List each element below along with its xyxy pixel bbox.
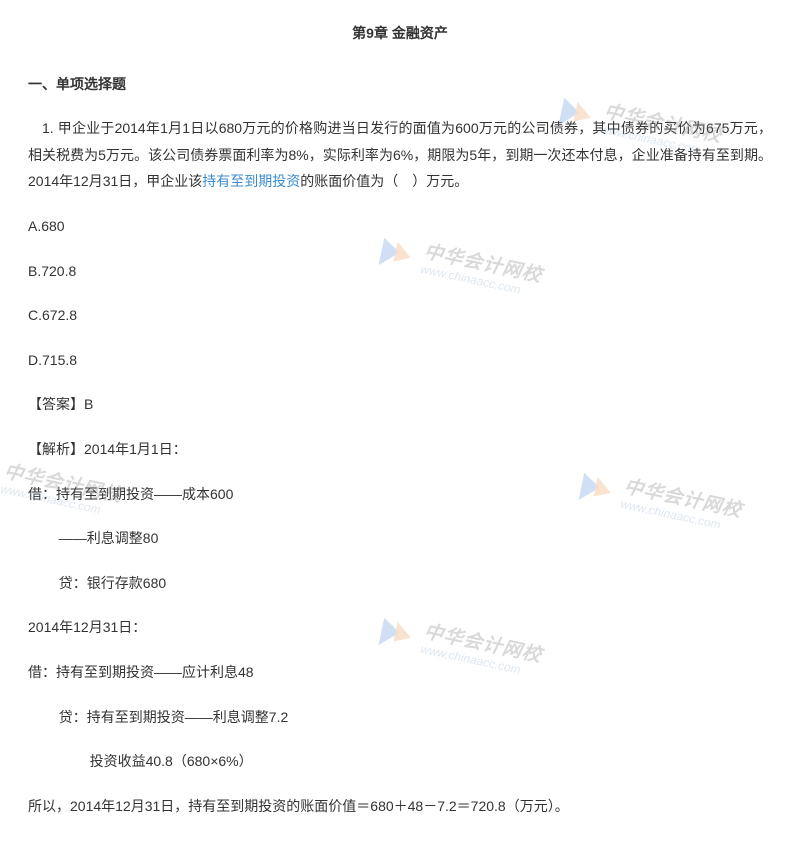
entry1-cr1: 贷：银行存款680 bbox=[28, 570, 772, 597]
option-a: A.680 bbox=[28, 213, 772, 240]
entry1-dr1: 借：持有至到期投资——成本600 bbox=[28, 481, 772, 508]
option-b: B.720.8 bbox=[28, 258, 772, 285]
entry2-dr1: 借：持有至到期投资——应计利息48 bbox=[28, 659, 772, 686]
term-link-held-to-maturity[interactable]: 持有至到期投资 bbox=[202, 173, 300, 189]
section-heading: 一、单项选择题 bbox=[28, 71, 772, 98]
explanation-head: 【解析】2014年1月1日： bbox=[28, 436, 772, 463]
entry2-cr1: 贷：持有至到期投资——利息调整7.2 bbox=[28, 704, 772, 731]
explanation-conclusion: 所以，2014年12月31日，持有至到期投资的账面价值＝680＋48－7.2＝7… bbox=[28, 793, 772, 820]
entry1-dr2: ——利息调整80 bbox=[28, 525, 772, 552]
stem-after: 的账面价值为（ ）万元。 bbox=[300, 173, 468, 189]
option-d: D.715.8 bbox=[28, 347, 772, 374]
option-c: C.672.8 bbox=[28, 302, 772, 329]
explanation-date2: 2014年12月31日： bbox=[28, 614, 772, 641]
question-stem: 1. 甲企业于2014年1月1日以680万元的价格购进当日发行的面值为600万元… bbox=[28, 115, 772, 195]
chapter-title: 第9章 金融资产 bbox=[28, 20, 772, 47]
answer-label: 【答案】B bbox=[28, 391, 772, 418]
entry2-cr2: 投资收益40.8（680×6%） bbox=[28, 748, 772, 775]
